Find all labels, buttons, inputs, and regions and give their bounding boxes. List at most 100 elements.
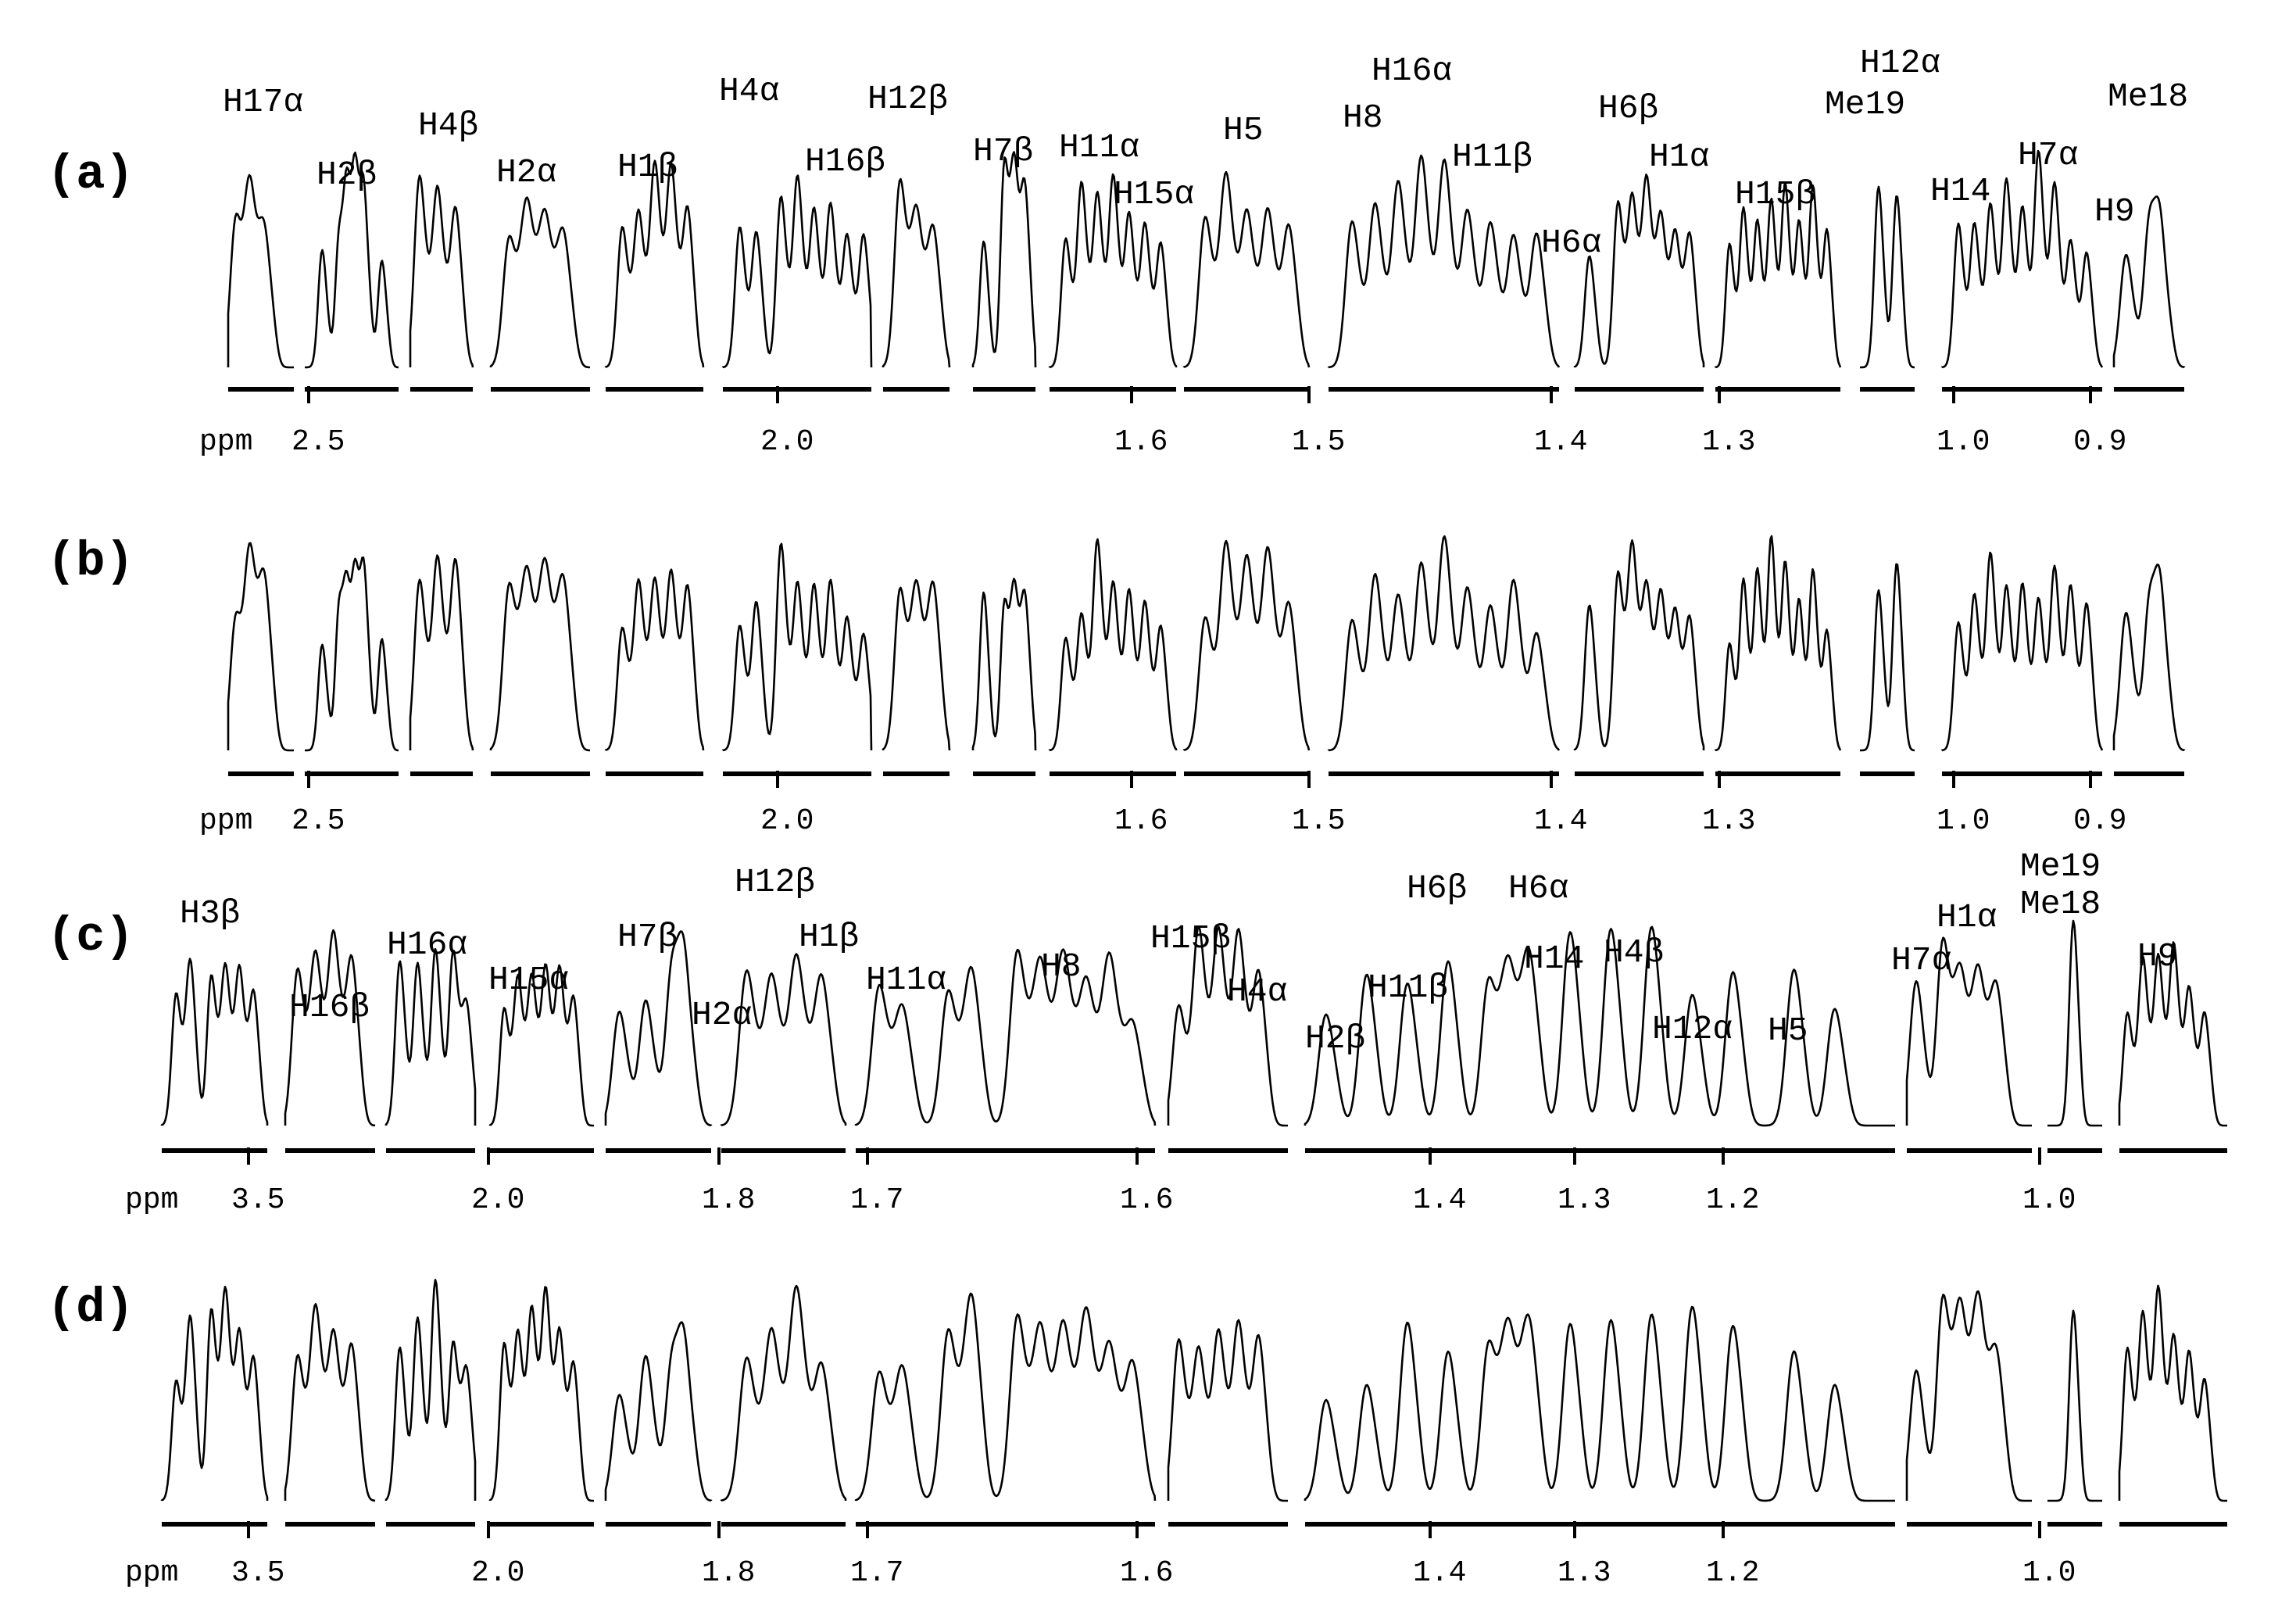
spectrum-trace bbox=[489, 557, 591, 752]
spectrum-trace bbox=[2112, 564, 2186, 752]
spectrum-trace bbox=[1714, 535, 1842, 752]
peak-label: H17α bbox=[223, 83, 303, 121]
ppm-axis-label: ppm bbox=[199, 425, 252, 459]
axis-tick-label: 1.7 bbox=[850, 1556, 903, 1590]
peak-label: H2α bbox=[692, 996, 752, 1034]
spectrum-trace bbox=[1860, 563, 1915, 752]
panel-letter-1: (a) bbox=[47, 147, 134, 202]
peak-label: H2α bbox=[496, 153, 556, 192]
spectrum-trace bbox=[1905, 936, 2033, 1127]
axis-tick-label: 1.2 bbox=[1706, 1183, 1759, 1217]
peak-label: H11α bbox=[1059, 128, 1139, 166]
spectrum-trace bbox=[604, 930, 713, 1127]
peak-label: H3β bbox=[180, 894, 240, 932]
peak-label: H1β bbox=[799, 918, 859, 956]
spectrum-trace bbox=[2047, 1309, 2103, 1502]
spectrum-trace bbox=[1048, 538, 1178, 752]
peak-label: H7β bbox=[617, 918, 678, 956]
peak-label: H11β bbox=[1368, 968, 1448, 1007]
spectrum-trace bbox=[1167, 1319, 1288, 1502]
peak-label: H16β bbox=[805, 142, 885, 181]
axis-tick-label: 1.2 bbox=[1706, 1556, 1759, 1590]
peak-label: H9 bbox=[2137, 937, 2178, 975]
ppm-axis-label: ppm bbox=[125, 1556, 178, 1590]
panel-letter-4: (d) bbox=[47, 1280, 134, 1336]
panel-letter-3: (c) bbox=[47, 909, 134, 965]
peak-label: H7β bbox=[973, 132, 1033, 170]
peak-label: Me18 bbox=[2020, 885, 2101, 923]
spectrum-trace bbox=[284, 929, 376, 1127]
ppm-axis-label: ppm bbox=[125, 1183, 178, 1217]
axis-tick-label: 2.5 bbox=[291, 804, 345, 838]
spectrum-trace bbox=[409, 174, 474, 368]
axis-tick-label: 1.0 bbox=[2022, 1556, 2076, 1590]
spectrum-trace bbox=[1573, 539, 1705, 751]
spectrum-trace bbox=[2118, 1284, 2227, 1502]
peak-label: H11β bbox=[1452, 138, 1532, 176]
spectrum-trace bbox=[384, 947, 477, 1126]
axis-tick-label: 1.5 bbox=[1292, 804, 1345, 838]
spectrum-trace bbox=[1860, 185, 1915, 369]
peak-label: H4α bbox=[719, 72, 779, 110]
spectrum-trace bbox=[1714, 183, 1842, 369]
axis-tick-label: 1.6 bbox=[1120, 1183, 1173, 1217]
peak-label: Me18 bbox=[2108, 77, 2188, 116]
spectrum-trace bbox=[1905, 1290, 2033, 1502]
peak-label: H7α bbox=[1891, 941, 1951, 979]
peak-label: H12α bbox=[1652, 1010, 1733, 1048]
spectrum-trace bbox=[488, 1286, 595, 1502]
peak-label: H6α bbox=[1541, 224, 1601, 262]
peak-label: Me19 bbox=[2020, 847, 2101, 886]
axis-tick-label: 1.5 bbox=[1292, 425, 1345, 459]
spectrum-trace bbox=[227, 542, 294, 752]
spectrum-trace bbox=[971, 578, 1037, 751]
peak-label: H5 bbox=[1223, 111, 1264, 149]
spectrum-trace bbox=[1304, 925, 1896, 1127]
spectrum-trace bbox=[1167, 925, 1288, 1127]
peak-label: H15β bbox=[1150, 919, 1231, 958]
spectrum-trace bbox=[854, 948, 1157, 1126]
peak-label: H12β bbox=[735, 863, 815, 901]
spectrum-trace bbox=[2112, 195, 2186, 369]
axis-tick-label: 3.5 bbox=[231, 1556, 284, 1590]
spectrum-trace bbox=[2047, 919, 2103, 1127]
peak-label: H16α bbox=[1372, 52, 1452, 90]
peak-label: H1α bbox=[1649, 138, 1709, 176]
peak-label: H1β bbox=[617, 148, 678, 186]
spectrum-trace bbox=[409, 554, 474, 751]
spectrum-trace bbox=[1182, 539, 1311, 751]
peak-label: H15α bbox=[488, 961, 569, 999]
spectrum-trace bbox=[882, 177, 951, 368]
spectrum-trace bbox=[1940, 149, 2104, 369]
panel-letter-2: (b) bbox=[47, 534, 134, 589]
spectrum-trace bbox=[721, 542, 873, 752]
peak-label: H15β bbox=[1735, 175, 1815, 213]
ppm-axis-label: ppm bbox=[199, 804, 252, 838]
spectrum-trace bbox=[384, 1279, 477, 1501]
axis-tick-label: 0.9 bbox=[2073, 804, 2126, 838]
spectrum-trace bbox=[305, 557, 399, 752]
axis-tick-label: 1.6 bbox=[1114, 804, 1168, 838]
spectrum-trace bbox=[720, 1284, 847, 1502]
peak-label: Me19 bbox=[1825, 85, 1905, 123]
axis-tick-label: 1.4 bbox=[1413, 1556, 1466, 1590]
spectrum-trace bbox=[305, 152, 399, 369]
peak-label: H14 bbox=[1524, 940, 1584, 978]
spectrum-trace bbox=[160, 1286, 269, 1502]
axis-tick-label: 1.8 bbox=[702, 1556, 755, 1590]
peak-label: H11α bbox=[866, 961, 946, 999]
axis-tick-label: 2.0 bbox=[760, 804, 814, 838]
axis-tick-label: 1.3 bbox=[1557, 1183, 1611, 1217]
axis-tick-label: 1.6 bbox=[1114, 425, 1168, 459]
spectrum-trace bbox=[2118, 941, 2227, 1127]
spectrum-trace bbox=[1304, 1305, 1896, 1502]
peak-label: H15α bbox=[1114, 175, 1194, 213]
spectrum-trace bbox=[284, 1303, 376, 1502]
spectrum-trace bbox=[1327, 154, 1561, 369]
peak-label: H6β bbox=[1598, 89, 1658, 127]
spectrum-trace bbox=[604, 159, 705, 368]
axis-tick-label: 1.3 bbox=[1557, 1556, 1611, 1590]
spectrum-trace bbox=[604, 1321, 713, 1502]
